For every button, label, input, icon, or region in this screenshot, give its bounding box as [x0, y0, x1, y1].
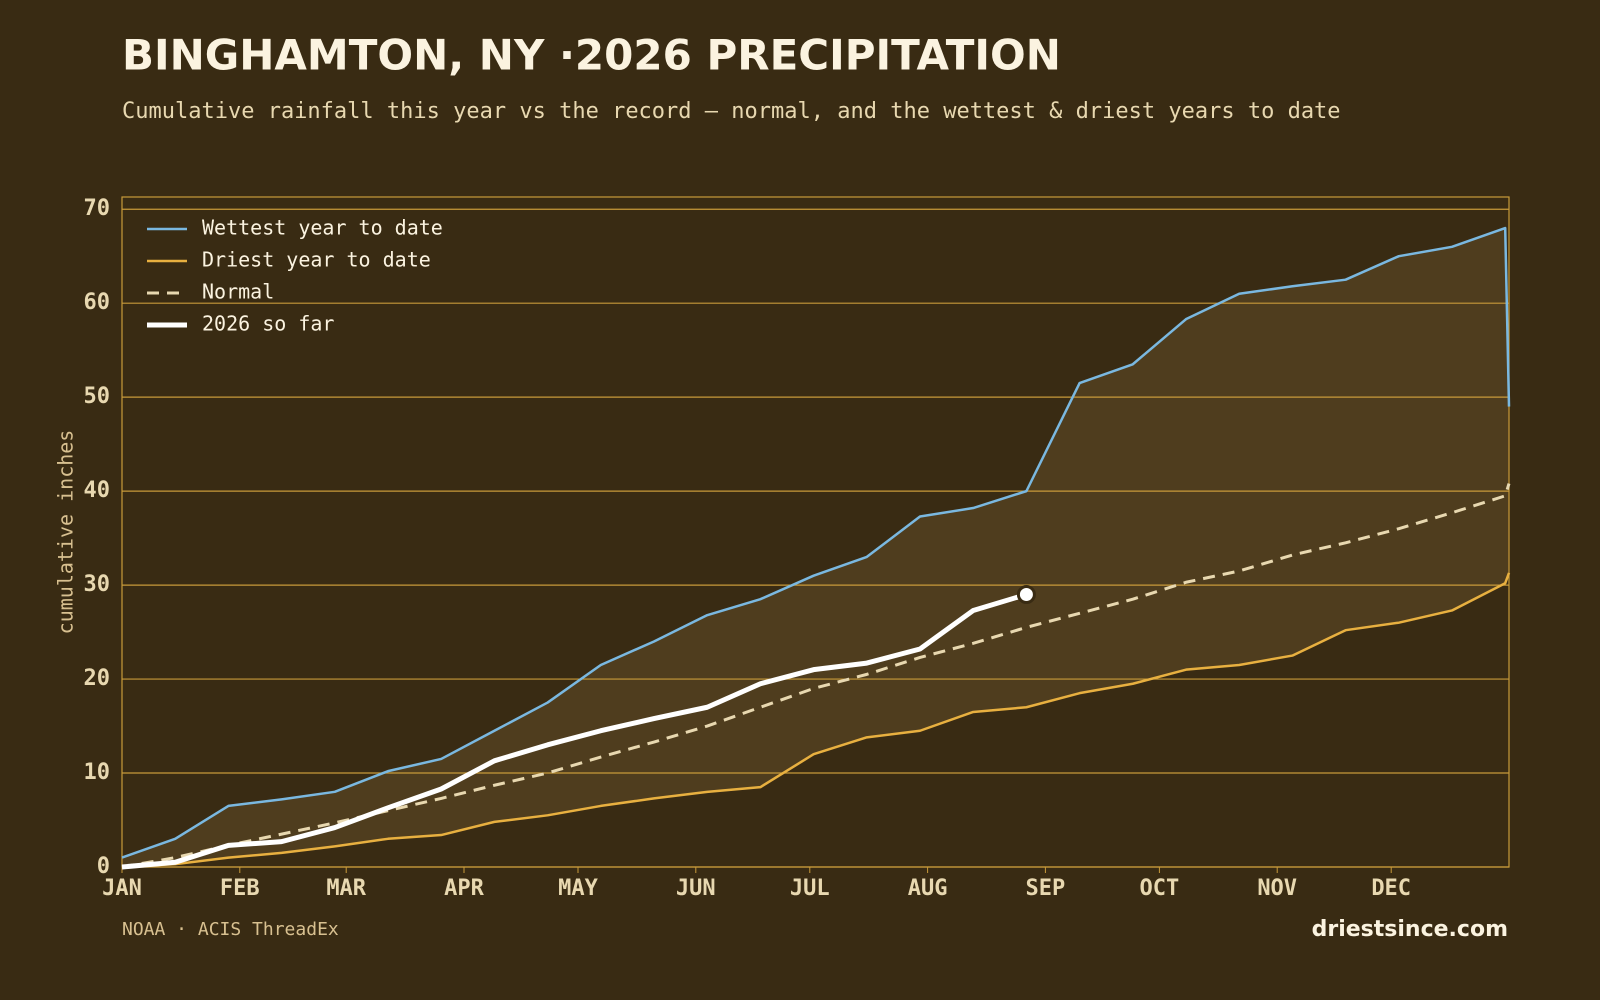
x-tick-label: DEC: [1371, 876, 1411, 901]
y-tick-label: 60: [84, 290, 111, 315]
legend-label: 2026 so far: [202, 312, 334, 336]
x-tick-label: SEP: [1026, 876, 1066, 901]
series-line: [121, 592, 1028, 870]
y-tick-label: 50: [84, 384, 111, 409]
x-tick-label: AUG: [908, 876, 948, 901]
source: NOAA · ACIS ThreadEx: [122, 919, 339, 940]
series-line: [121, 226, 1511, 859]
range-band: [122, 228, 1509, 867]
y-tick-label: 30: [84, 572, 111, 597]
x-tick-label: JAN: [102, 876, 142, 901]
y-tick-label: 10: [84, 760, 111, 785]
x-tick-label: MAR: [326, 876, 366, 901]
y-tick-label: 0: [97, 854, 110, 879]
brand: driestsince.com: [1312, 917, 1508, 942]
legend-label: Driest year to date: [202, 248, 431, 272]
legend-label: Wettest year to date: [202, 216, 443, 240]
x-tick-label: MAY: [558, 876, 598, 901]
y-axis-label: cumulative inches: [54, 430, 78, 635]
x-tick-label: NOV: [1257, 876, 1297, 901]
x-tick-label: JUN: [676, 876, 716, 901]
chart-title: BINGHAMTON, NY ·2026 PRECIPITATION: [122, 31, 1061, 80]
series-line: [121, 572, 1511, 869]
plot-frame: [121, 196, 1510, 868]
x-tick-label: OCT: [1140, 876, 1180, 901]
x-tick-label: FEB: [220, 876, 260, 901]
x-tick-label: APR: [444, 876, 484, 901]
end-marker: [1016, 584, 1036, 604]
y-tick-label: 40: [84, 478, 111, 503]
legend-label: Normal: [202, 280, 274, 304]
y-tick-label: 70: [84, 196, 111, 221]
chart-subtitle: Cumulative rainfall this year vs the rec…: [122, 99, 1341, 124]
y-tick-label: 20: [84, 666, 111, 691]
x-tick-label: JUL: [790, 876, 830, 901]
